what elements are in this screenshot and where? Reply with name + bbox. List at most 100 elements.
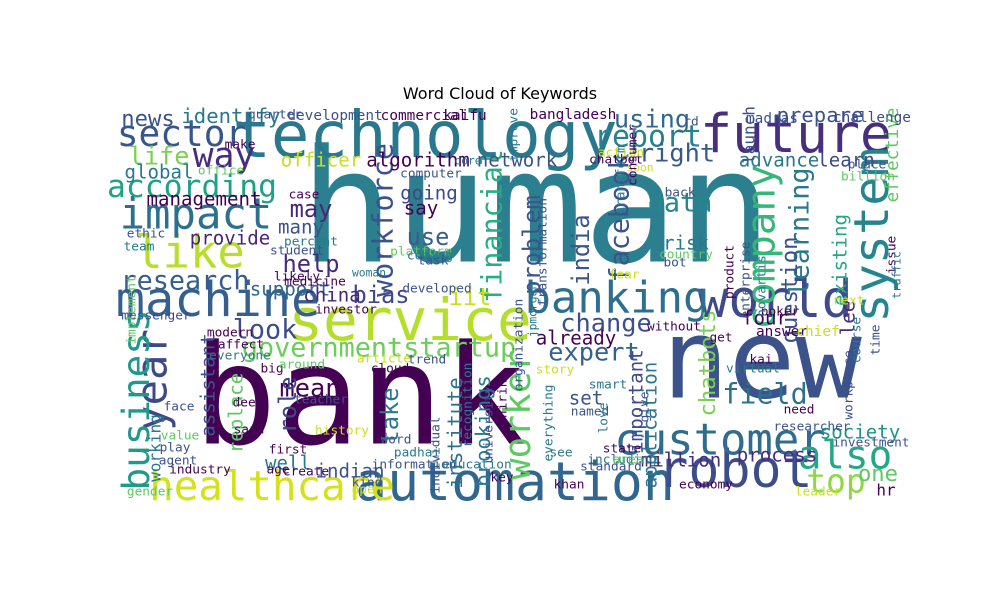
word-development: development xyxy=(287,108,382,124)
word-including: including xyxy=(587,453,656,468)
word-affect: affect xyxy=(218,338,264,353)
word-country: country xyxy=(659,248,713,263)
word-year: year xyxy=(128,329,177,431)
word-transformation: transformation xyxy=(536,198,551,306)
word-trend: trend xyxy=(408,353,447,368)
word-risk: risk xyxy=(663,232,709,255)
word-answer: answer xyxy=(756,324,808,340)
word-enterprise: enterprise xyxy=(739,241,754,318)
word-back: back xyxy=(665,186,696,201)
word-four: four xyxy=(742,307,788,330)
word-life: life xyxy=(129,142,190,171)
word-machine: machine xyxy=(116,272,320,328)
word-india: india xyxy=(567,214,595,285)
word-fear: fear xyxy=(609,268,640,283)
word-modern: modern xyxy=(207,326,253,341)
word-facebook: facebook xyxy=(605,153,636,282)
word-value: value xyxy=(161,429,200,444)
word-percent: percent xyxy=(284,235,338,250)
word-around: around xyxy=(279,358,325,373)
word-top: top xyxy=(806,462,866,501)
word-madras: madras xyxy=(746,111,798,127)
word-virtual: virtual xyxy=(726,362,780,377)
word-story: story xyxy=(536,363,575,378)
word-society: society xyxy=(820,421,900,444)
word-workforce: workforce xyxy=(367,143,400,297)
word-poker: poker xyxy=(761,305,800,320)
word-algorithm: algorithm xyxy=(366,149,469,172)
word-university: university xyxy=(482,386,497,463)
word-existing: existing xyxy=(829,214,852,306)
word-teacher: teacher xyxy=(294,393,348,408)
word-investor: investor xyxy=(315,303,377,318)
word-important: important xyxy=(625,349,648,452)
word-without: without xyxy=(647,320,701,335)
word-learn: learn xyxy=(817,149,874,172)
word-mean: mean xyxy=(280,374,341,403)
word-chief: chief xyxy=(796,324,839,340)
word-news: news xyxy=(121,106,174,132)
word-history: history xyxy=(315,424,369,439)
word-well: well xyxy=(265,452,311,475)
word-global: global xyxy=(125,161,194,184)
word-kai: kai xyxy=(749,353,772,368)
word-time: time xyxy=(869,325,884,356)
word-application: application xyxy=(639,362,662,488)
word-researcher: researcher xyxy=(773,420,850,435)
word-soon: soon xyxy=(626,162,653,175)
word-report: report xyxy=(594,120,702,155)
word-issue: issue xyxy=(885,236,900,275)
word-platform: platform xyxy=(390,245,452,260)
word-learning: learning xyxy=(785,167,816,296)
word-agent: agent xyxy=(159,454,198,469)
word-get: get xyxy=(709,331,732,346)
word-give: give xyxy=(638,392,653,423)
word-everyone: everyone xyxy=(209,349,271,364)
word-prepare: prepare xyxy=(777,103,864,127)
word-hr: hr xyxy=(876,481,896,500)
word-course: course xyxy=(850,317,865,363)
word-data: data xyxy=(648,188,713,219)
word-consumer: consumer xyxy=(626,124,641,186)
word-area: area xyxy=(613,453,644,468)
word-kaifu: kaifu xyxy=(443,108,486,124)
word-computer: computer xyxy=(400,167,462,182)
word-first: first xyxy=(269,443,308,458)
word-novartis: novartis xyxy=(755,255,770,317)
word-one: one xyxy=(858,461,898,487)
word-standard: standard xyxy=(580,460,642,475)
word-need: need xyxy=(784,403,815,418)
word-coming: coming xyxy=(407,249,453,264)
word-task: task xyxy=(418,254,449,269)
word-may: may xyxy=(290,195,333,223)
word-transform: transform xyxy=(614,145,629,215)
word-industry: industry xyxy=(169,463,231,478)
word-indian: indian xyxy=(316,460,385,483)
word-challenge: challenge xyxy=(833,110,911,126)
word-case: case xyxy=(289,188,320,203)
word-likely: likely xyxy=(274,270,321,285)
word-create: create xyxy=(283,465,329,480)
word-service: service xyxy=(288,286,532,354)
word-many: many xyxy=(278,216,324,239)
word-field: field xyxy=(722,378,807,411)
word-lee: lee xyxy=(837,301,860,336)
word-healthcare: healthcare xyxy=(149,462,395,510)
word-woman: woman xyxy=(352,267,386,280)
word-smart: smart xyxy=(589,378,628,393)
word-robot: robot xyxy=(657,440,812,500)
word-jpmorgan: jpmorgan xyxy=(527,283,540,337)
word-also: also xyxy=(798,434,892,479)
word-assistant: assistant xyxy=(197,333,220,436)
word-company: company xyxy=(740,164,785,329)
word-role: role xyxy=(274,376,302,433)
word-governmentstartup: governmentstartup xyxy=(242,333,516,364)
word-customer: customer xyxy=(614,415,825,466)
word-help: help xyxy=(282,250,339,278)
word-economy: economy xyxy=(679,478,733,493)
word-product: product xyxy=(723,245,738,299)
word-love: love xyxy=(597,403,612,434)
word-open: open xyxy=(352,483,383,498)
word-individual: individual xyxy=(429,416,444,493)
word-bias: bias xyxy=(352,281,409,309)
